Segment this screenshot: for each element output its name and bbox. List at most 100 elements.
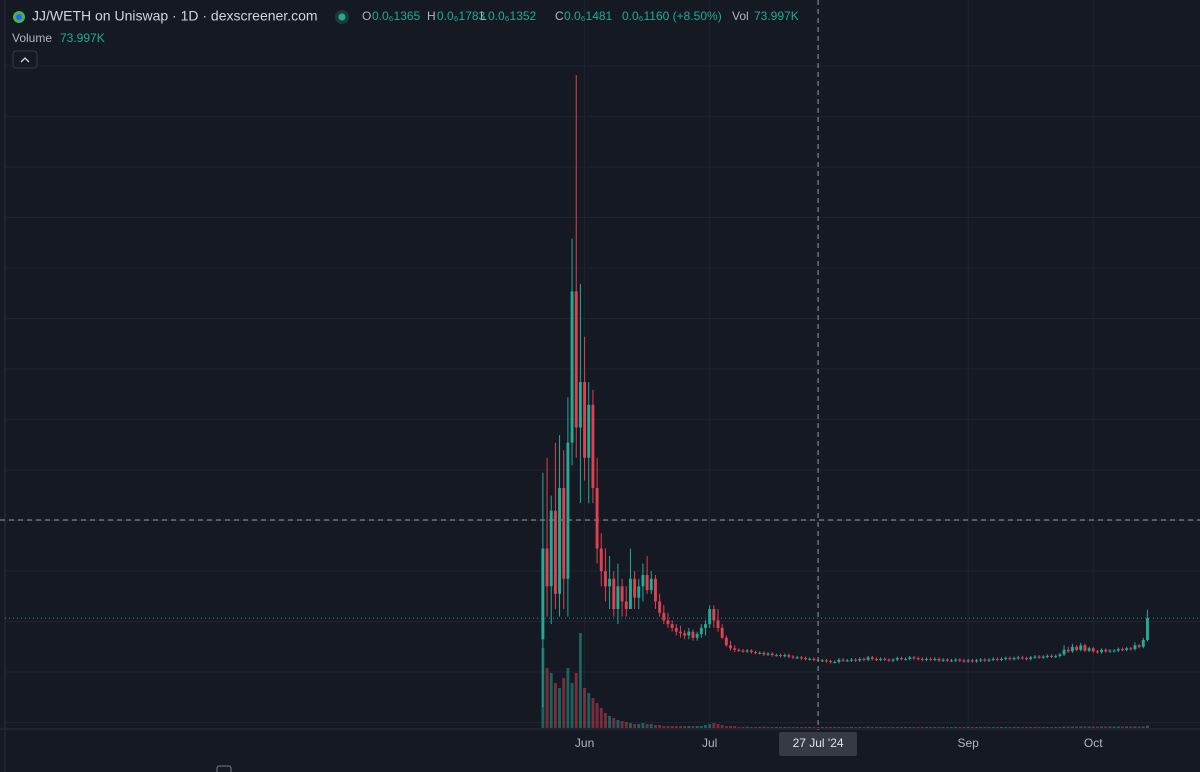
candle-body [683, 633, 687, 636]
candle-body [1133, 645, 1137, 650]
open-label: O [362, 9, 371, 23]
candle-body [558, 488, 562, 594]
volume-bar [1133, 726, 1137, 728]
volume-bar [1087, 726, 1091, 728]
candle-body [624, 601, 628, 610]
volume-bar [708, 724, 712, 728]
candle-body [1012, 658, 1016, 660]
candle-body [662, 612, 666, 621]
volume-bar [883, 727, 887, 728]
candle-body [908, 657, 912, 659]
candle-body [1016, 657, 1020, 659]
candle-body [628, 578, 632, 610]
candle-body [762, 652, 766, 655]
close-value: 0.0₆1481 [564, 9, 613, 23]
volume-bar [758, 727, 762, 728]
candle-body [887, 659, 891, 661]
volume-bar [1095, 726, 1099, 728]
volume-bar [724, 726, 728, 728]
candle-body [1050, 655, 1054, 657]
candle-body [1008, 658, 1012, 660]
volume-bar [1025, 727, 1029, 728]
volume-bar [633, 724, 637, 728]
volume-bar [929, 727, 933, 728]
candle-body [741, 650, 745, 652]
volume-bar [916, 727, 920, 728]
candle-body [1058, 654, 1062, 656]
volume-bar [1054, 727, 1058, 728]
volume-bar [1000, 727, 1003, 728]
volume-bar [979, 727, 983, 728]
candle-body [653, 578, 657, 602]
calendar-icon[interactable] [216, 765, 232, 772]
volume-bar [816, 727, 820, 728]
candle-body [1070, 646, 1074, 652]
volume-bar [1037, 727, 1041, 728]
volume-bar [574, 673, 578, 728]
volume-bar [620, 721, 624, 728]
volume-bar [829, 727, 833, 728]
volume-bar [1045, 727, 1049, 728]
candle-body [770, 653, 774, 656]
candles [5, 75, 1200, 708]
volume-bar [616, 720, 620, 728]
candle-body [845, 660, 849, 662]
candle-body [779, 655, 783, 657]
candle-body [787, 655, 791, 657]
candle-body [1062, 649, 1066, 655]
volume-bar [578, 633, 582, 728]
volume-bar [603, 713, 607, 728]
volume-bar [937, 727, 941, 728]
volume-bar [904, 727, 908, 728]
candle-body [641, 574, 645, 587]
volume-bar [895, 727, 899, 728]
volume-bar [687, 726, 691, 728]
candle-body [574, 291, 578, 428]
volume-bar [941, 727, 945, 728]
volume-bar [1033, 727, 1037, 728]
candle-body [620, 586, 624, 602]
open-value: 0.0₆1365 [372, 9, 421, 23]
candle-body [591, 404, 595, 489]
volume-bar [862, 727, 866, 728]
volume-bar [1075, 726, 1079, 728]
volume-bar [787, 727, 791, 728]
candle-body [950, 660, 953, 662]
candle-body [1120, 649, 1124, 651]
candle-body [920, 658, 924, 660]
candle-body [1079, 645, 1083, 650]
candle-body [695, 633, 699, 638]
low-label: L [480, 9, 487, 23]
candle-body [866, 657, 870, 660]
volume-bar [1129, 726, 1133, 728]
volume-bar [1079, 726, 1083, 728]
candle-body [1104, 649, 1108, 652]
volume-bar [1137, 726, 1141, 728]
vol-label: Vol [732, 9, 749, 23]
volume-bar [1070, 726, 1074, 728]
volume-legend-label: Volume [12, 31, 52, 45]
candle-body [849, 659, 853, 661]
candle-body [587, 404, 591, 458]
volume-bar [841, 727, 845, 728]
volume-bar [795, 727, 799, 728]
volume-bar [820, 727, 824, 728]
candle-body [933, 658, 937, 660]
volume-bar [945, 727, 949, 728]
volume-bar [1066, 726, 1070, 728]
volume-bar [716, 724, 720, 728]
volume-bar [833, 727, 837, 728]
candle-body [983, 659, 987, 661]
volume-bar [612, 718, 616, 728]
candle-body [774, 655, 778, 657]
low-value: 0.0₆1352 [488, 9, 537, 23]
volume-bar [766, 727, 770, 728]
candle-body [749, 650, 753, 653]
volume-bar [666, 726, 670, 728]
candle-body [916, 658, 920, 660]
volume-bar [1008, 727, 1012, 728]
collapse-button[interactable] [12, 50, 38, 69]
volume-bar [683, 726, 687, 728]
